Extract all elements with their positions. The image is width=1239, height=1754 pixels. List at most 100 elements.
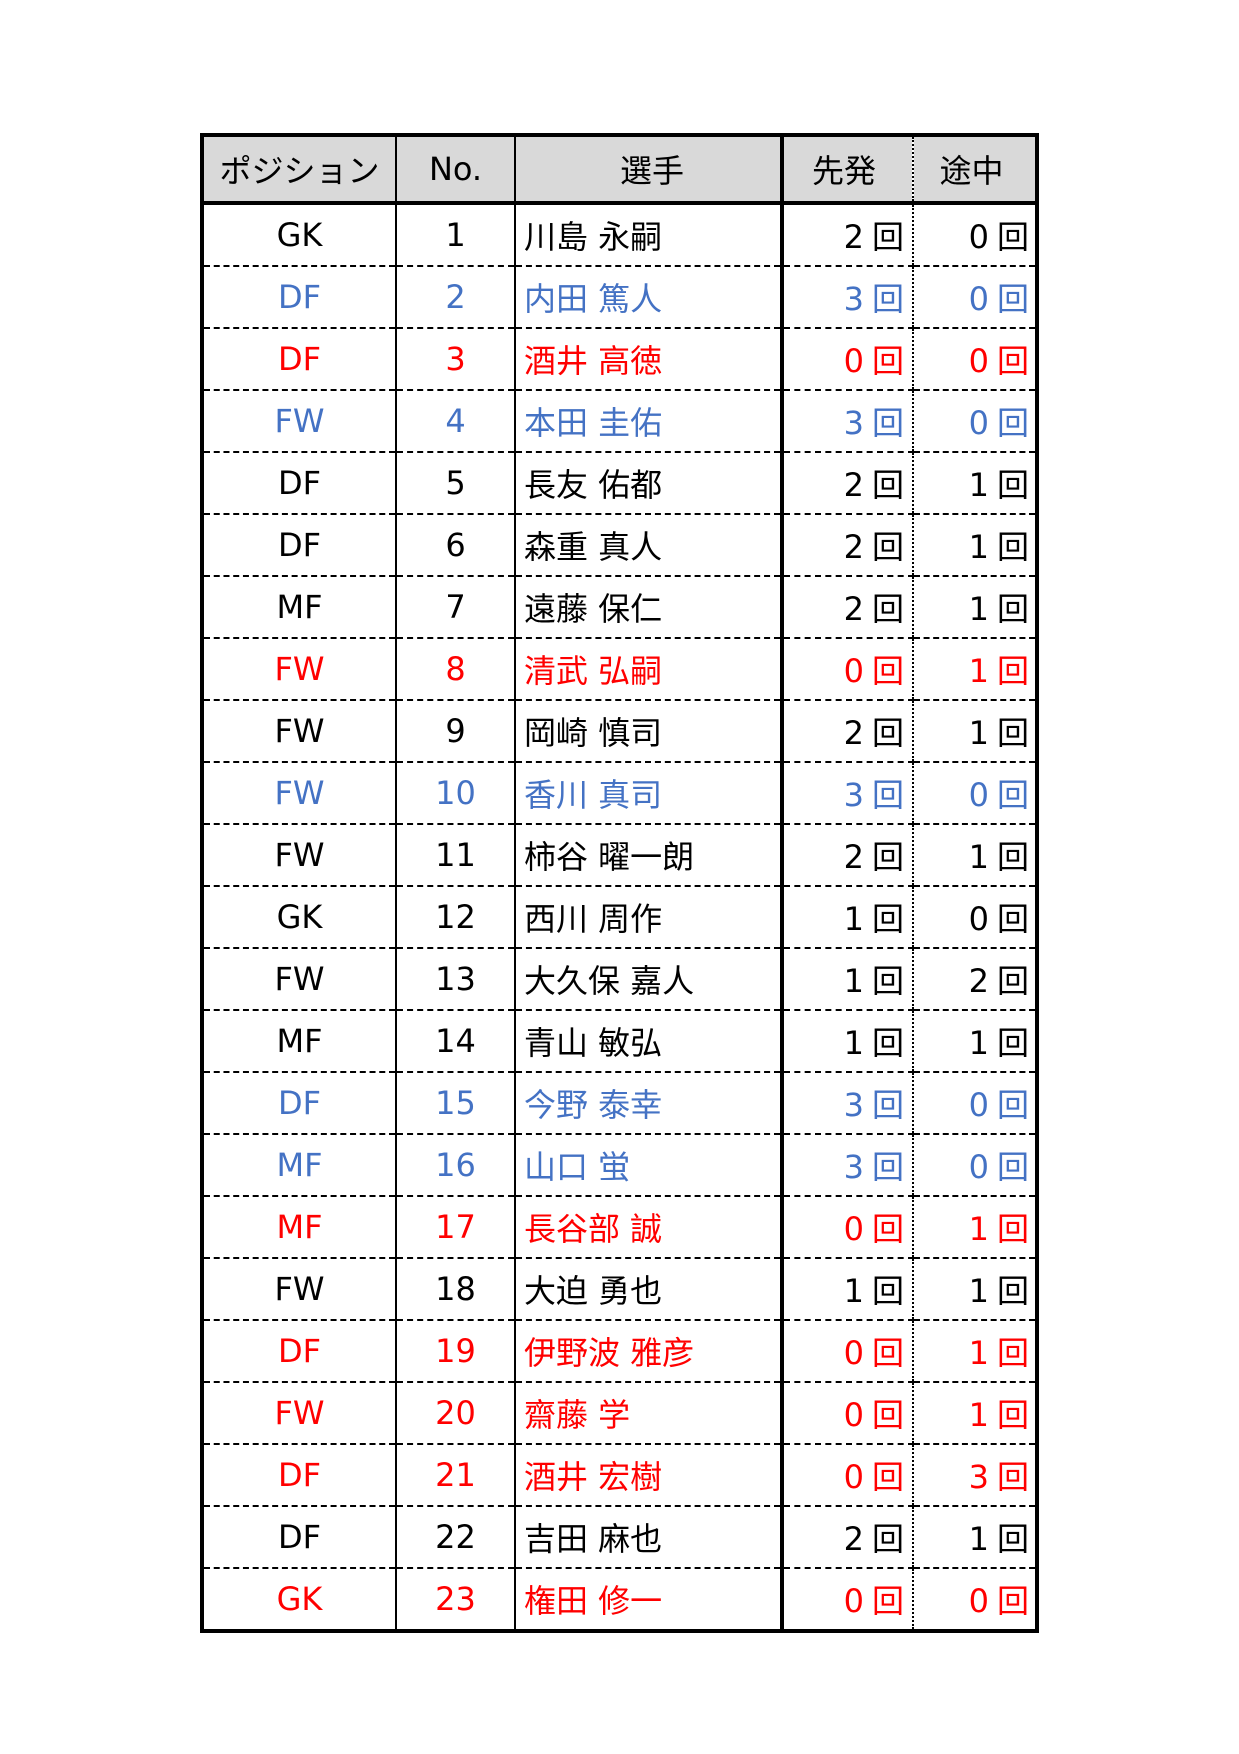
start-count-cell-value: 2 <box>843 1520 864 1558</box>
position-cell: FW <box>202 948 397 1011</box>
position-cell: FW <box>202 824 397 887</box>
number-cell-value: 11 <box>435 836 476 874</box>
player-name-cell: 酒井 宏樹 <box>515 1444 784 1507</box>
number-cell-value: 18 <box>435 1270 476 1308</box>
player-name-cell-value: 伊野波 雅彦 <box>524 1334 695 1372</box>
sub-count-cell-value: 1 <box>968 714 989 752</box>
position-cell-value: MF <box>276 1146 323 1184</box>
unit-label: 回 <box>996 218 1029 256</box>
player-name-cell: 伊野波 雅彦 <box>515 1320 784 1383</box>
table-row: GK 23 権田 修一 0 回 0 回 <box>202 1568 1037 1631</box>
unit-label: 回 <box>996 404 1029 442</box>
sub-count-cell-value: 0 <box>968 1148 989 1186</box>
number-cell-value: 9 <box>445 712 466 750</box>
player-name-cell-value: 大迫 勇也 <box>524 1272 663 1310</box>
unit-label: 回 <box>871 590 904 628</box>
position-cell: GK <box>202 886 397 949</box>
player-name-cell: 長谷部 誠 <box>515 1196 784 1259</box>
start-count-cell-value: 2 <box>843 528 864 566</box>
position-cell-value: DF <box>277 526 322 564</box>
position-cell: FW <box>202 1382 397 1445</box>
position-cell-value: MF <box>276 1208 323 1246</box>
position-cell-value: GK <box>276 216 323 254</box>
unit-label: 回 <box>871 404 904 442</box>
sub-count-cell-value: 1 <box>968 838 989 876</box>
number-cell-value: 17 <box>435 1208 476 1246</box>
player-name-cell: 香川 真司 <box>515 762 784 825</box>
sub-count-cell-value: 0 <box>968 1582 989 1620</box>
sub-count-cell-value: 1 <box>968 528 989 566</box>
sub-count-cell-value: 1 <box>968 1520 989 1558</box>
player-name-cell: 青山 敏弘 <box>515 1010 784 1073</box>
player-name-cell: 大久保 嘉人 <box>515 948 784 1011</box>
position-cell: FW <box>202 762 397 825</box>
number-cell-value: 19 <box>435 1332 476 1370</box>
sub-count-cell-value: 1 <box>968 1210 989 1248</box>
player-name-cell: 遠藤 保仁 <box>515 576 784 639</box>
start-count-cell-value: 0 <box>843 1582 864 1620</box>
player-name-cell-value: 森重 真人 <box>524 528 663 566</box>
start-count-cell-value: 0 <box>843 1396 864 1434</box>
number-cell-value: 15 <box>435 1084 476 1122</box>
unit-label: 回 <box>996 1086 1029 1124</box>
unit-label: 回 <box>871 528 904 566</box>
start-count-cell-value: 2 <box>843 838 864 876</box>
table-row: GK 1 川島 永嗣 2 回 0 回 <box>202 203 1037 267</box>
number-cell-value: 21 <box>435 1456 476 1494</box>
sub-count-cell-value: 1 <box>968 1024 989 1062</box>
unit-label: 回 <box>996 342 1029 380</box>
sub-count-cell-value: 0 <box>968 218 989 256</box>
position-cell-value: DF <box>277 1332 322 1370</box>
number-cell: 22 <box>396 1506 516 1569</box>
player-name-cell: 川島 永嗣 <box>515 203 784 267</box>
unit-label: 回 <box>996 280 1029 318</box>
number-cell-value: 14 <box>435 1022 476 1060</box>
position-cell-value: FW <box>274 960 325 998</box>
unit-label: 回 <box>996 1520 1029 1558</box>
start-count-cell-value: 0 <box>843 1458 864 1496</box>
table-row: DF 21 酒井 宏樹 0 回 3 回 <box>202 1444 1037 1507</box>
number-cell-value: 20 <box>435 1394 476 1432</box>
position-cell: FW <box>202 390 397 453</box>
number-cell: 9 <box>396 700 516 763</box>
position-cell: GK <box>202 1568 397 1631</box>
table-row: MF 14 青山 敏弘 1 回 1 回 <box>202 1010 1037 1073</box>
position-cell: DF <box>202 1506 397 1569</box>
position-cell-value: FW <box>274 402 325 440</box>
position-cell: FW <box>202 1258 397 1321</box>
position-cell: DF <box>202 514 397 577</box>
player-name-cell-value: 本田 圭佑 <box>524 404 663 442</box>
sub-count-cell-value: 0 <box>968 900 989 938</box>
position-cell-value: FW <box>274 1394 325 1432</box>
unit-label: 回 <box>871 466 904 504</box>
position-cell-value: GK <box>276 898 323 936</box>
number-cell-value: 2 <box>445 278 466 316</box>
player-name-cell: 権田 修一 <box>515 1568 784 1631</box>
table-row: FW 9 岡崎 慎司 2 回 1 回 <box>202 700 1037 763</box>
position-cell-value: FW <box>274 712 325 750</box>
sub-count-cell-value: 0 <box>968 404 989 442</box>
number-cell-value: 8 <box>445 650 466 688</box>
number-cell-value: 6 <box>445 526 466 564</box>
unit-label: 回 <box>871 900 904 938</box>
position-cell-value: MF <box>276 1022 323 1060</box>
number-cell-value: 1 <box>445 216 466 254</box>
player-name-cell: 内田 篤人 <box>515 266 784 329</box>
start-count-cell-value: 3 <box>843 280 864 318</box>
table-row: DF 19 伊野波 雅彦 0 回 1 回 <box>202 1320 1037 1383</box>
